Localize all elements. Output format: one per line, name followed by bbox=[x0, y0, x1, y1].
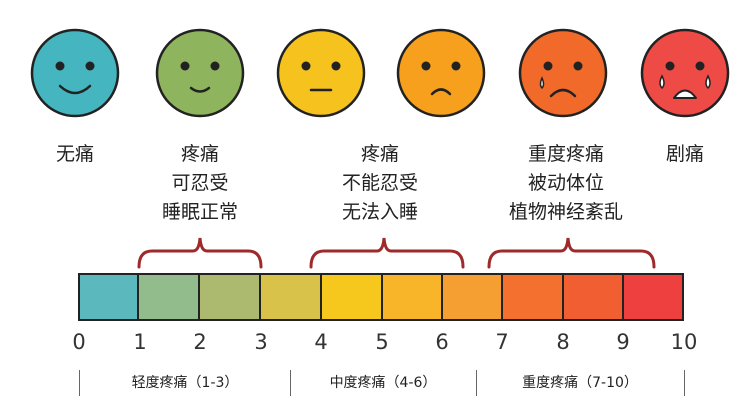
label-line: 疼痛 bbox=[180, 143, 219, 165]
scale-segment bbox=[624, 273, 684, 319]
scale-number: 0 bbox=[72, 330, 86, 354]
label-mild-pain: 疼痛 可忍受 睡眠正常 bbox=[115, 140, 285, 227]
label-line: 被动体位 bbox=[527, 172, 604, 194]
scale-segment bbox=[200, 273, 261, 319]
range-divider bbox=[684, 370, 685, 396]
label-line: 可忍受 bbox=[171, 172, 229, 194]
face-worst-pain-icon bbox=[640, 28, 730, 118]
label-line: 无痛 bbox=[55, 143, 94, 165]
scale-segment bbox=[261, 273, 322, 319]
label-line: 无法入睡 bbox=[341, 201, 418, 223]
range-divider bbox=[290, 370, 291, 396]
scale-segment bbox=[564, 273, 624, 319]
label-line: 睡眠正常 bbox=[161, 201, 238, 223]
scale-segment bbox=[383, 273, 443, 319]
scale-number: 2 bbox=[193, 330, 207, 354]
scale-number: 5 bbox=[375, 330, 389, 354]
label-line: 疼痛 bbox=[360, 143, 399, 165]
range-label-severe: 重度疼痛（7-10） bbox=[522, 375, 638, 391]
scale-number: 3 bbox=[254, 330, 268, 354]
range-label-mild: 轻度疼痛（1-3） bbox=[131, 375, 239, 391]
label-moderate-pain: 疼痛 不能忍受 无法入睡 bbox=[295, 140, 465, 227]
label-line: 不能忍受 bbox=[341, 172, 418, 194]
range-divider bbox=[476, 370, 477, 396]
scale-number: 9 bbox=[616, 330, 630, 354]
scale-segment bbox=[78, 273, 139, 319]
face-mild-pain-icon bbox=[155, 28, 245, 118]
range-divider bbox=[79, 370, 80, 396]
face-severe-pain-icon bbox=[518, 28, 608, 118]
label-line: 剧痛 bbox=[665, 143, 704, 165]
scale-segment bbox=[322, 273, 383, 319]
label-severe-pain: 重度疼痛 被动体位 植物神经紊乱 bbox=[481, 140, 651, 227]
face-no-pain-icon bbox=[30, 28, 120, 118]
scale-number: 4 bbox=[314, 330, 328, 354]
brace-mild bbox=[137, 237, 263, 269]
scale-number: 6 bbox=[435, 330, 449, 354]
brace-moderate bbox=[309, 237, 465, 269]
scale-segment bbox=[503, 273, 564, 319]
label-line: 重度疼痛 bbox=[527, 143, 604, 165]
face-neutral-pain-icon bbox=[276, 28, 366, 118]
scale-number: 1 bbox=[133, 330, 147, 354]
scale-number: 8 bbox=[556, 330, 570, 354]
scale-segment bbox=[139, 273, 200, 319]
label-worst-pain: 剧痛 bbox=[600, 140, 752, 169]
range-label-moderate: 中度疼痛（4-6） bbox=[329, 375, 437, 391]
brace-severe bbox=[487, 237, 656, 269]
scale-segment bbox=[443, 273, 503, 319]
face-moderate-pain-icon bbox=[396, 28, 486, 118]
label-no-pain: 无痛 bbox=[0, 140, 160, 169]
label-line: 植物神经紊乱 bbox=[508, 201, 623, 223]
scale-number: 7 bbox=[495, 330, 509, 354]
scale-number: 10 bbox=[670, 330, 698, 354]
pain-scale-bar bbox=[78, 273, 684, 321]
